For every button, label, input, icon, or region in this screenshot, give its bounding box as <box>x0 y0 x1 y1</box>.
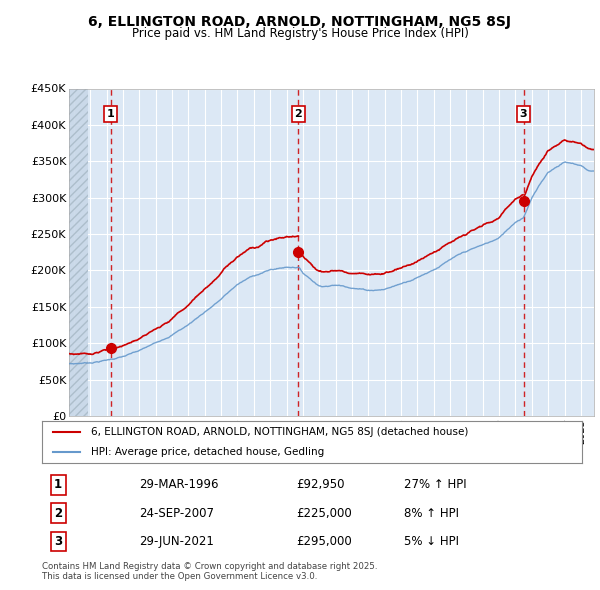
Text: Contains HM Land Registry data © Crown copyright and database right 2025.
This d: Contains HM Land Registry data © Crown c… <box>42 562 377 581</box>
Text: Price paid vs. HM Land Registry's House Price Index (HPI): Price paid vs. HM Land Registry's House … <box>131 27 469 40</box>
Text: 6, ELLINGTON ROAD, ARNOLD, NOTTINGHAM, NG5 8SJ (detached house): 6, ELLINGTON ROAD, ARNOLD, NOTTINGHAM, N… <box>91 427 468 437</box>
Text: £225,000: £225,000 <box>296 507 352 520</box>
Text: 3: 3 <box>520 109 527 119</box>
Text: £295,000: £295,000 <box>296 535 352 548</box>
Bar <box>69 88 88 416</box>
Text: 2: 2 <box>295 109 302 119</box>
Text: 27% ↑ HPI: 27% ↑ HPI <box>404 478 466 491</box>
Text: 5% ↓ HPI: 5% ↓ HPI <box>404 535 459 548</box>
Text: 6, ELLINGTON ROAD, ARNOLD, NOTTINGHAM, NG5 8SJ: 6, ELLINGTON ROAD, ARNOLD, NOTTINGHAM, N… <box>89 15 511 30</box>
Text: 1: 1 <box>54 478 62 491</box>
Text: 1: 1 <box>107 109 115 119</box>
Text: 29-MAR-1996: 29-MAR-1996 <box>139 478 219 491</box>
Text: 29-JUN-2021: 29-JUN-2021 <box>139 535 214 548</box>
Text: 24-SEP-2007: 24-SEP-2007 <box>139 507 214 520</box>
Text: 3: 3 <box>54 535 62 548</box>
Text: 2: 2 <box>54 507 62 520</box>
Text: 8% ↑ HPI: 8% ↑ HPI <box>404 507 459 520</box>
Text: £92,950: £92,950 <box>296 478 344 491</box>
Text: HPI: Average price, detached house, Gedling: HPI: Average price, detached house, Gedl… <box>91 447 324 457</box>
